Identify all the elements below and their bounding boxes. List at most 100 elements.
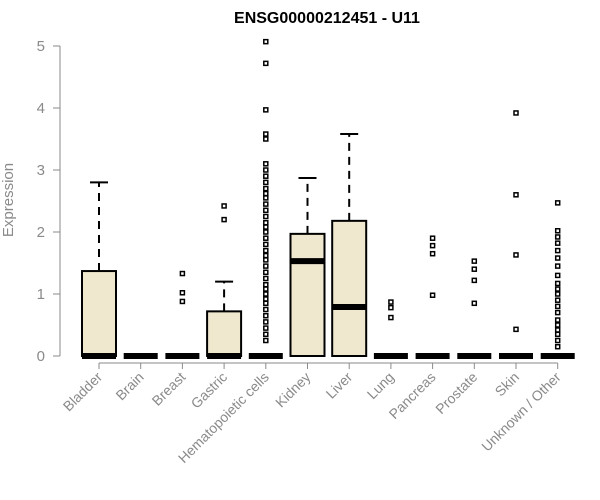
x-tick-label: Unknown / Other	[478, 369, 564, 455]
outlier-point	[179, 298, 186, 305]
y-tick-label: 1	[37, 286, 45, 303]
outlier-point	[263, 337, 269, 344]
outlier-point	[263, 107, 269, 113]
outlier-point	[554, 200, 561, 206]
y-axis: 0 1 2 3 4 5	[37, 38, 61, 365]
outlier-point	[388, 299, 394, 305]
outlier-point	[554, 343, 561, 350]
outlier-point	[554, 317, 561, 323]
outlier-point	[513, 110, 519, 116]
outlier-point	[179, 290, 186, 296]
x-tick-label: Prostate	[432, 369, 480, 417]
box-skin	[499, 110, 533, 359]
x-tick-label: Skin	[492, 369, 523, 400]
box-body	[81, 270, 117, 357]
outlier-point	[263, 263, 269, 269]
outlier-point	[263, 286, 269, 292]
outlier-point	[263, 269, 269, 276]
x-tick-label: Lung	[364, 369, 397, 402]
box-kidney	[289, 177, 326, 357]
outlier-point	[388, 314, 394, 321]
box-bladder	[81, 181, 117, 359]
x-tick-label: Kidney	[272, 369, 314, 411]
outlier-point	[263, 224, 269, 230]
box-hematopoietic-cells	[248, 38, 283, 359]
outlier-point	[554, 240, 561, 246]
outlier-point	[263, 252, 269, 259]
outlier-point	[554, 327, 561, 333]
outlier-point	[554, 247, 561, 254]
x-tick-label: Brain	[112, 369, 146, 403]
outlier-point	[554, 228, 561, 234]
outlier-point	[554, 286, 561, 292]
outlier-point	[221, 203, 227, 209]
outlier-point	[429, 292, 436, 298]
box-prostate	[457, 258, 492, 359]
outlier-point	[263, 185, 269, 192]
outlier-point	[263, 275, 269, 282]
outlier-point	[263, 207, 269, 214]
outlier-point	[263, 195, 269, 201]
y-tick-label: 3	[37, 162, 45, 179]
outlier-point	[554, 255, 561, 261]
outlier-point	[554, 331, 561, 338]
box-breast	[165, 270, 200, 359]
outlier-point	[263, 281, 269, 288]
outlier-point	[554, 297, 561, 303]
outlier-point	[263, 331, 269, 338]
box-pancreas	[415, 235, 450, 359]
box-body	[331, 219, 368, 357]
outlier-point	[263, 201, 269, 207]
outlier-point	[263, 300, 269, 307]
outlier-point	[513, 326, 519, 333]
y-tick-label: 0	[37, 348, 45, 365]
y-tick-label: 5	[37, 38, 45, 55]
outlier-point	[263, 167, 269, 173]
outlier-point	[471, 300, 478, 307]
box-lung	[373, 299, 408, 359]
outlier-point	[554, 280, 561, 287]
outlier-point	[263, 136, 269, 142]
outlier-point	[263, 173, 269, 179]
outlier-point	[554, 322, 561, 328]
y-tick-label: 4	[37, 100, 45, 117]
outlier-point	[263, 213, 269, 220]
box-body	[206, 310, 243, 357]
box-series	[81, 38, 575, 359]
x-tick-label: Liver	[323, 369, 356, 402]
outlier-point	[263, 60, 269, 67]
outlier-point	[554, 291, 561, 297]
outlier-point	[179, 270, 186, 277]
outlier-point	[263, 241, 269, 248]
outlier-point	[513, 192, 519, 198]
outlier-point	[471, 277, 478, 284]
outlier-point	[554, 263, 561, 269]
outlier-point	[388, 304, 394, 311]
outlier-point	[221, 216, 227, 223]
outlier-point	[429, 235, 436, 241]
outlier-point	[471, 258, 478, 264]
outlier-point	[263, 219, 269, 226]
box-liver	[331, 133, 368, 357]
x-tick-label: Breast	[149, 369, 189, 409]
outlier-point	[263, 179, 269, 186]
y-axis-label: Expression	[0, 163, 17, 237]
outlier-point	[263, 38, 269, 45]
outlier-point	[263, 325, 269, 331]
outlier-point	[263, 296, 269, 302]
outlier-point	[263, 247, 269, 254]
box-gastric	[206, 203, 243, 359]
outlier-point	[263, 235, 269, 241]
outlier-point	[263, 161, 269, 167]
outlier-point	[554, 303, 561, 310]
outlier-point	[263, 319, 269, 325]
outlier-point	[263, 291, 269, 297]
box-body	[289, 232, 326, 357]
outlier-point	[263, 229, 269, 235]
box-unknown-other	[540, 200, 575, 359]
outlier-point	[263, 257, 269, 263]
x-tick-label: Bladder	[60, 369, 106, 415]
outlier-point	[554, 272, 561, 279]
